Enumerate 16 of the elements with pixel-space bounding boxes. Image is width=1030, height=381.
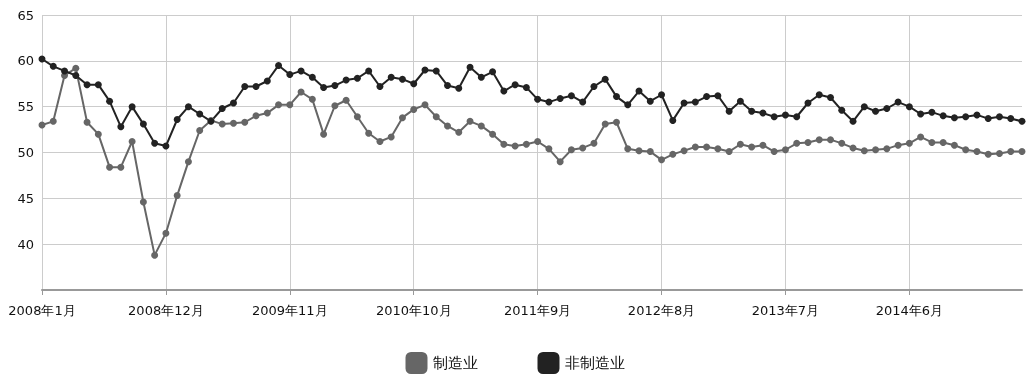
y-tick-label: 40 (17, 236, 34, 252)
legend-label: 制造业 (432, 354, 478, 372)
x-tick-label: 2011年9月 (503, 303, 572, 318)
x-tick-label: 2013年7月 (751, 303, 820, 318)
x-tick-label: 2012年8月 (627, 303, 696, 318)
y-tick-label: 55 (17, 99, 34, 115)
x-tick-label: 2008年1月 (8, 303, 76, 318)
x-tick-label: 2010年10月 (375, 303, 452, 318)
x-tick-label: 2009年11月 (252, 303, 328, 318)
y-tick-label: 65 (17, 7, 34, 23)
y-tick-label: 50 (17, 145, 34, 160)
legend-label: 非制造业 (564, 354, 625, 372)
y-tick-label: 60 (17, 53, 34, 69)
x-tick-label: 2008年12月 (128, 303, 204, 318)
y-tick-label: 45 (17, 190, 34, 206)
x-tick-label: 2014年6月 (875, 303, 944, 318)
